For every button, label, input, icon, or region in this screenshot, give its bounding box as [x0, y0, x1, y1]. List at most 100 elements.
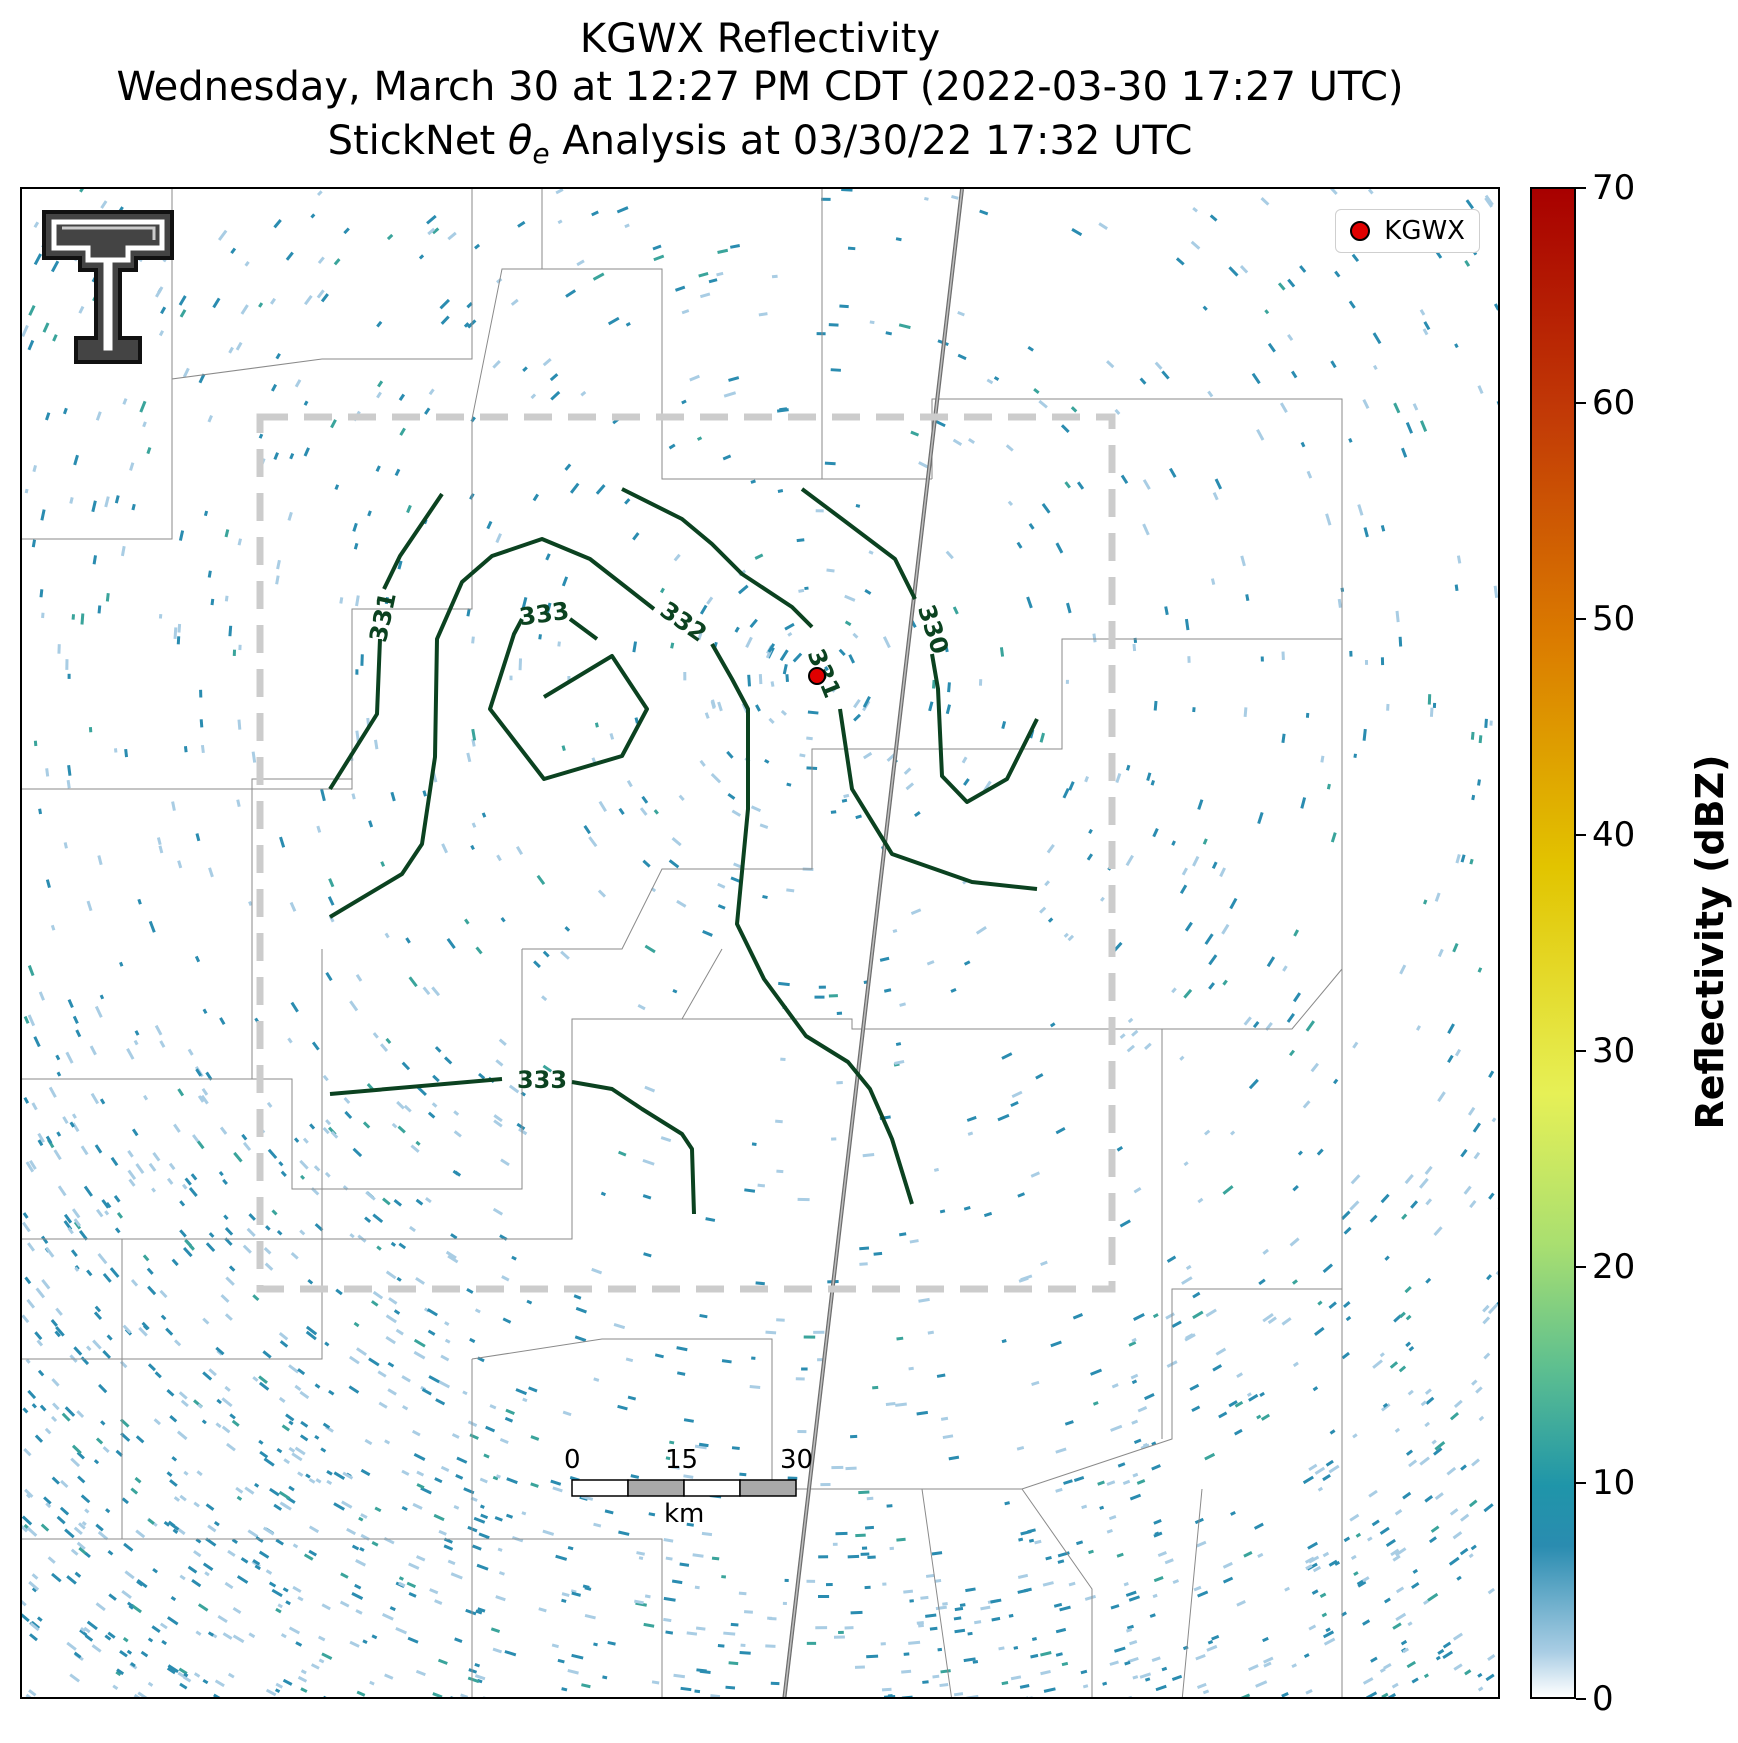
echo-gate — [1305, 1564, 1313, 1571]
echo-gate — [297, 1596, 304, 1602]
echo-gate — [344, 1110, 353, 1120]
echo-gate — [78, 305, 85, 314]
echo-gate — [1345, 1315, 1352, 1322]
echo-gate — [692, 1553, 704, 1558]
echo-gate — [390, 1241, 397, 1247]
echo-gate — [1208, 982, 1216, 990]
echo-gate — [89, 1045, 97, 1056]
echo-gate — [841, 189, 853, 192]
echo-gate — [278, 1161, 284, 1167]
echo-gate — [1473, 1151, 1481, 1160]
echo-gate — [1115, 772, 1122, 784]
echo-gate — [1460, 1148, 1468, 1158]
echo-gate — [963, 960, 971, 966]
echo-gate — [895, 1042, 902, 1047]
echo-gate — [894, 1059, 905, 1065]
echo-gate — [447, 1559, 456, 1566]
radar-map[interactable]: 331 333 332 331 330 333 0 15 30 km KGWX — [20, 187, 1500, 1699]
echo-gate — [221, 1397, 233, 1408]
echo-gate — [1248, 1664, 1259, 1672]
echo-gate — [252, 1559, 261, 1566]
echo-gate — [176, 1430, 188, 1441]
echo-gate — [251, 751, 257, 763]
echo-gate — [31, 1573, 39, 1580]
echo-gate — [482, 1696, 491, 1697]
echo-gate — [597, 889, 607, 898]
echo-gate — [1068, 1581, 1076, 1587]
echo-gate — [1484, 194, 1494, 206]
echo-gate — [624, 498, 631, 505]
echo-gate — [1410, 1200, 1419, 1209]
echo-gate — [1483, 1352, 1491, 1360]
echo-gate — [1211, 861, 1218, 870]
echo-gate — [50, 924, 56, 931]
echo-gate — [1189, 1383, 1200, 1391]
echo-gate — [694, 1585, 700, 1590]
echo-gate — [1063, 1479, 1073, 1485]
echo-gate — [1142, 523, 1150, 536]
echo-gate — [820, 1483, 831, 1487]
echo-gate — [903, 1589, 914, 1594]
echo-gate — [1080, 1669, 1088, 1675]
echo-gate — [349, 1355, 360, 1365]
echo-gate — [173, 1496, 181, 1502]
echo-gate — [1171, 1674, 1183, 1681]
echo-gate — [882, 636, 891, 649]
echo-gate — [799, 753, 806, 758]
echo-gate — [1044, 880, 1051, 887]
echo-gate — [723, 391, 737, 398]
echo-gate — [333, 1471, 346, 1480]
echo-gate — [179, 1682, 188, 1690]
echo-gate — [170, 1522, 180, 1531]
echo-gate — [447, 1254, 459, 1264]
echo-gate — [352, 1147, 363, 1158]
echo-gate — [22, 1600, 27, 1607]
echo-gate — [1357, 1580, 1367, 1588]
echo-gate — [104, 1634, 112, 1641]
echo-gate — [1464, 259, 1471, 267]
echo-gate — [1431, 1439, 1437, 1445]
echo-gate — [79, 189, 84, 193]
echo-gate — [634, 1599, 644, 1605]
echo-gate — [128, 1178, 136, 1187]
echo-gate — [696, 436, 703, 441]
echo-gate — [847, 1554, 860, 1559]
echo-gate — [167, 1664, 179, 1674]
echo-gate — [474, 243, 481, 250]
echo-gate — [305, 1330, 317, 1341]
echo-gate — [1394, 1509, 1403, 1516]
echo-gate — [330, 1130, 339, 1139]
echo-gate — [495, 1595, 506, 1602]
echo-gate — [322, 1126, 330, 1135]
echo-gate — [59, 1506, 70, 1516]
echo-gate — [313, 1165, 321, 1172]
echo-gate — [1381, 1692, 1389, 1697]
echo-gate — [1425, 1396, 1435, 1405]
echo-gate — [771, 274, 778, 279]
echo-gate — [1166, 1255, 1177, 1263]
echo-gate — [499, 1438, 509, 1444]
echo-gate — [860, 1552, 870, 1556]
echo-gate — [831, 686, 838, 693]
echo-gate — [191, 1579, 202, 1588]
echo-gate — [663, 1617, 672, 1623]
echo-gate — [174, 1339, 182, 1347]
echo-gate — [413, 1350, 426, 1360]
echo-gate — [70, 1457, 81, 1468]
echo-gate — [1262, 1248, 1269, 1255]
echo-gate — [1483, 1503, 1494, 1513]
echo-gate — [1152, 1313, 1159, 1319]
echo-gate — [376, 320, 383, 328]
echo-gate — [575, 1306, 587, 1314]
echo-gate — [1435, 1655, 1441, 1661]
echo-gate — [119, 961, 124, 967]
echo-gate — [299, 1390, 310, 1400]
echo-gate — [428, 388, 435, 396]
echo-gate — [173, 627, 178, 639]
echo-gate — [1072, 1313, 1084, 1320]
echo-gate — [397, 1125, 406, 1134]
echo-gate — [29, 1622, 40, 1632]
echo-gate — [1125, 854, 1134, 867]
echo-gate — [36, 1616, 43, 1622]
echo-gate — [172, 1528, 179, 1534]
